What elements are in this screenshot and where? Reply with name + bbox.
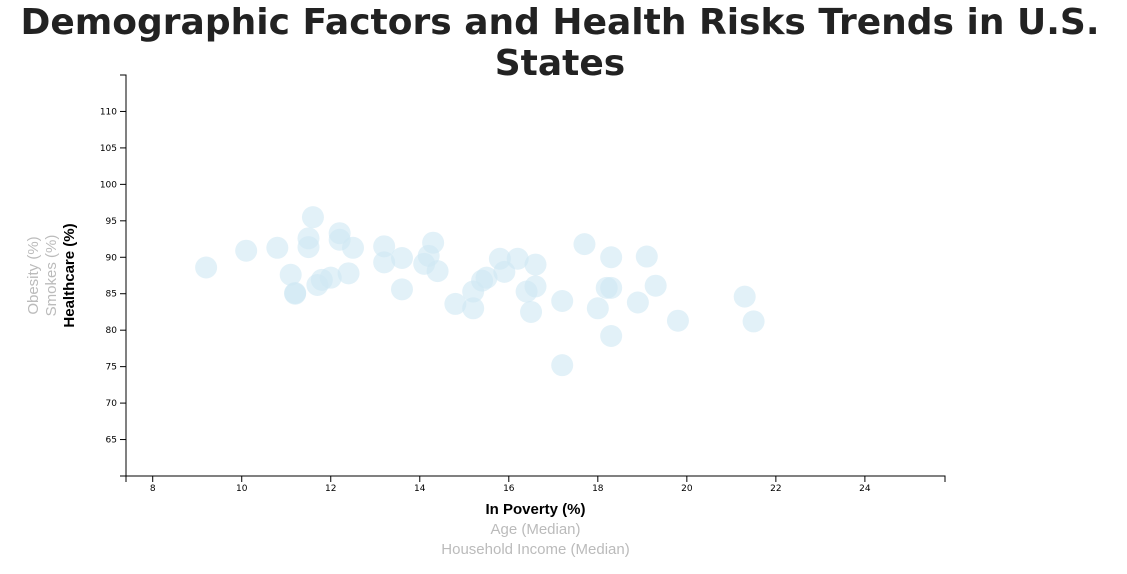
x-tick-label-12: 12: [325, 484, 336, 494]
data-point-23: [426, 260, 449, 283]
x-tick-label-24: 24: [859, 484, 871, 494]
x-tick-label-18: 18: [592, 484, 604, 494]
data-point-48: [733, 285, 756, 308]
plot-area: [195, 206, 765, 377]
page-title: Demographic Factors and Health Risks Tre…: [20, 2, 1100, 84]
data-point-17: [373, 251, 396, 274]
x-tick-label-16: 16: [503, 484, 515, 494]
x-axis-labels: In Poverty (%) Age (Median) Household Inco…: [441, 501, 629, 558]
data-point-11: [319, 266, 342, 289]
data-point-19: [390, 278, 413, 301]
data-point-36: [551, 290, 574, 313]
x-tick-label-10: 10: [236, 484, 248, 494]
data-point-44: [626, 291, 649, 314]
x-axis-line: [125, 475, 946, 482]
y-tick-label-85: 85: [106, 290, 117, 300]
data-point-5: [284, 282, 307, 305]
data-point-31: [506, 247, 529, 270]
data-point-16: [373, 235, 396, 258]
y-axis-option-2[interactable]: Obesity (%): [25, 236, 42, 314]
data-point-1: [235, 239, 258, 262]
data-point-14: [337, 262, 360, 285]
data-point-28: [475, 266, 498, 289]
data-point-37: [551, 354, 574, 377]
y-axis-option-0[interactable]: Healthcare (%): [61, 223, 78, 327]
x-tick-label-14: 14: [414, 484, 426, 494]
data-point-25: [462, 297, 485, 320]
y-tick-label-80: 80: [106, 326, 118, 336]
y-axis: 65 70 75 80 85 90 95 100 105 110: [100, 74, 127, 477]
y-tick-label-65: 65: [106, 436, 117, 446]
y-axis-labels: Healthcare (%)Smokes (%)Obesity (%): [25, 223, 78, 327]
y-axis-line: [120, 74, 127, 477]
data-point-39: [586, 297, 609, 320]
data-point-24: [444, 292, 467, 315]
data-point-7: [297, 227, 320, 250]
data-point-47: [666, 309, 689, 332]
data-point-15: [342, 236, 365, 259]
x-axis-option-1[interactable]: Age (Median): [490, 521, 580, 538]
y-tick-label-95: 95: [106, 217, 117, 227]
data-point-41: [600, 276, 623, 299]
y-axis-option-1[interactable]: Smokes (%): [43, 235, 60, 317]
x-axis: 8 10 12 14 16 18 20 22 24: [125, 475, 946, 494]
data-point-33: [520, 300, 543, 323]
y-tick-label-75: 75: [106, 363, 117, 373]
x-tick-label-22: 22: [770, 484, 781, 494]
y-tick-label-100: 100: [100, 180, 117, 190]
y-tick-label-105: 105: [100, 144, 117, 154]
x-tick-label-8: 8: [150, 484, 156, 494]
y-tick-label-90: 90: [106, 253, 118, 263]
data-point-3: [279, 263, 302, 286]
x-tick-label-20: 20: [681, 484, 693, 494]
x-axis-option-2[interactable]: Household Income (Median): [441, 541, 629, 558]
data-point-34: [524, 253, 547, 276]
data-point-49: [742, 310, 765, 333]
data-point-46: [644, 274, 667, 297]
y-tick-label-110: 110: [100, 107, 117, 117]
data-point-42: [600, 246, 623, 269]
y-tick-label-70: 70: [106, 399, 118, 409]
data-point-2: [266, 236, 289, 259]
data-point-45: [635, 245, 658, 268]
data-point-43: [600, 325, 623, 348]
data-point-22: [422, 231, 445, 254]
data-point-0: [195, 256, 218, 279]
x-axis-option-0[interactable]: In Poverty (%): [485, 501, 585, 518]
data-point-38: [573, 233, 596, 256]
data-point-18: [390, 247, 413, 270]
data-point-8: [301, 206, 324, 229]
data-point-35: [524, 275, 547, 298]
